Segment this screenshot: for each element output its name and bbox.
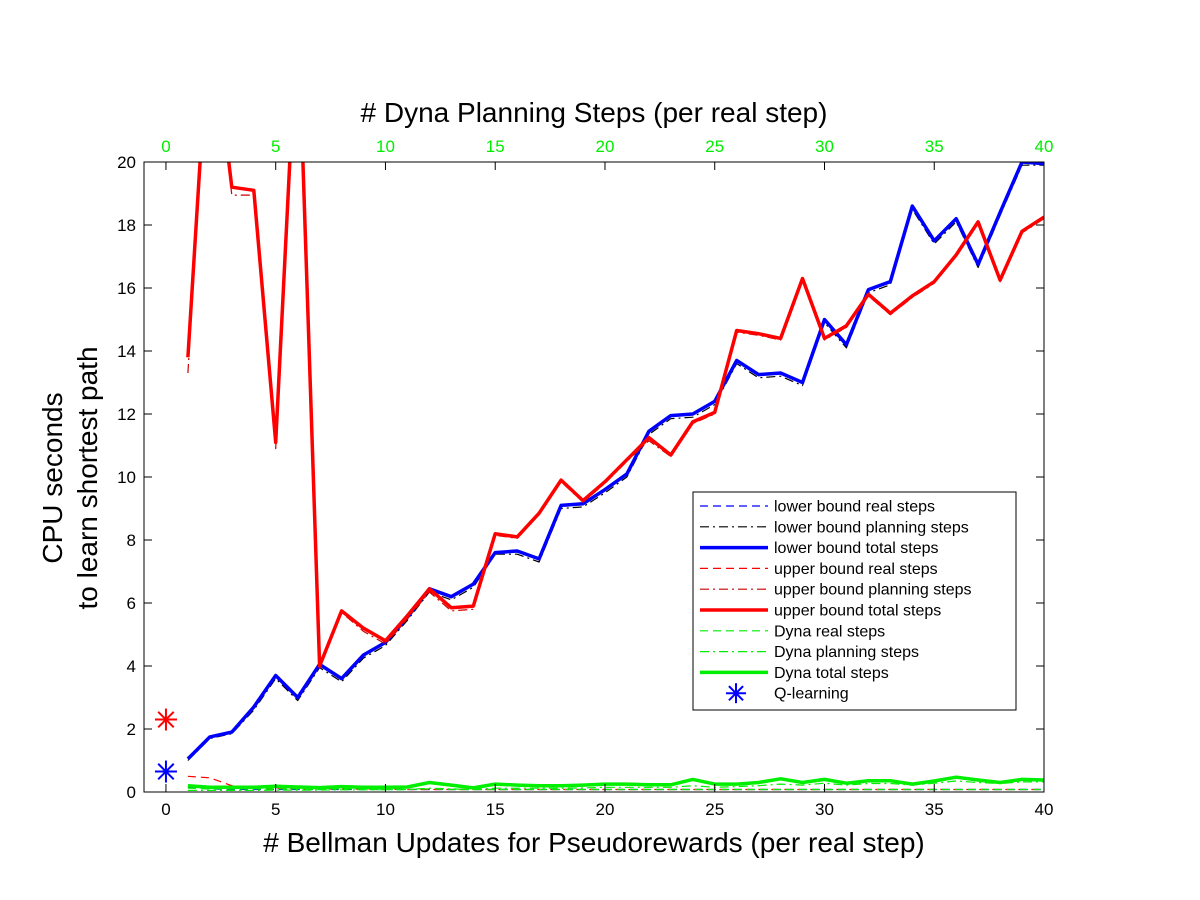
legend-item: Dyna total steps	[700, 665, 889, 682]
x-tick-label: 10	[376, 800, 395, 819]
x-tick-label: 35	[925, 800, 944, 819]
legend-item: Dyna real steps	[700, 623, 885, 640]
y-axis-title-line1: CPU seconds	[37, 392, 68, 563]
ticks-layer: 0 5 10 15 20 25 30 35 40 0 5 10 15 20 25 30 35 40 0 2 4 6 8 10 1…	[117, 137, 1053, 819]
y-axis-title-line2: to learn shortest path	[72, 346, 103, 609]
legend-item: Dyna planning steps	[700, 644, 919, 661]
top-tick-label: 0	[161, 137, 170, 156]
y-tick-label: 18	[117, 216, 136, 235]
y-tick-label: 12	[117, 405, 136, 424]
top-tick-label: 5	[271, 137, 280, 156]
y-tick-label: 8	[127, 531, 136, 550]
legend-label: lower bound total steps	[774, 540, 939, 557]
legend-item: lower bound planning steps	[700, 519, 969, 536]
top-tick-label: 25	[705, 137, 724, 156]
top-tick-label: 20	[596, 137, 615, 156]
y-tick-label: 6	[127, 594, 136, 613]
marker-layer	[154, 708, 177, 783]
top-tick-label: 10	[376, 137, 395, 156]
legend-label: lower bound planning steps	[774, 519, 969, 536]
series-line-3	[187, 775, 1044, 791]
legend-item: Q-learning	[726, 683, 849, 704]
x-tick-label: 15	[486, 800, 505, 819]
x-tick-label: 0	[161, 800, 170, 819]
marker-asterisk-1	[154, 708, 177, 731]
legend-label: upper bound total steps	[774, 603, 941, 620]
legend-label: upper bound planning steps	[774, 582, 972, 599]
legend-label: lower bound real steps	[774, 499, 935, 516]
legend-item: upper bound total steps	[700, 603, 941, 620]
x-axis-title: # Bellman Updates for Pseudorewards (per…	[263, 827, 924, 858]
legend-marker-asterisk	[726, 683, 746, 704]
legend-label: Dyna total steps	[774, 665, 889, 682]
y-tick-label: 0	[127, 783, 136, 802]
x-tick-label: 30	[815, 800, 834, 819]
series-line-8	[187, 775, 1044, 790]
y-tick-label: 20	[117, 153, 136, 172]
legend-label: Dyna real steps	[774, 623, 885, 640]
x-tick-label: 5	[271, 800, 280, 819]
legend-item: upper bound real steps	[700, 561, 938, 578]
y-tick-label: 4	[127, 657, 136, 676]
legend: lower bound real steps lower bound planni…	[692, 491, 1017, 711]
series-line-5	[186, 162, 1044, 668]
x-tick-label: 40	[1035, 800, 1054, 819]
legend-label: upper bound real steps	[774, 561, 938, 578]
legend-item: lower bound total steps	[700, 540, 939, 557]
marker-asterisk-0	[154, 760, 177, 783]
top-tick-label: 35	[925, 137, 944, 156]
top-axis-title: # Dyna Planning Steps (per real step)	[361, 97, 828, 128]
x-tick-label: 25	[705, 800, 724, 819]
series-layer	[186, 162, 1044, 792]
legend-label: Dyna planning steps	[774, 644, 919, 661]
series-line-2	[186, 162, 1044, 761]
legend-label: Q-learning	[774, 686, 849, 703]
top-tick-label: 30	[815, 137, 834, 156]
y-tick-label: 10	[117, 468, 136, 487]
y-tick-label: 2	[127, 720, 136, 739]
legend-item: lower bound real steps	[700, 499, 935, 516]
top-tick-label: 40	[1035, 137, 1054, 156]
x-tick-label: 20	[596, 800, 615, 819]
top-tick-label: 15	[486, 137, 505, 156]
y-tick-label: 14	[117, 342, 136, 361]
y-tick-label: 16	[117, 279, 136, 298]
legend-item: upper bound planning steps	[700, 582, 972, 599]
